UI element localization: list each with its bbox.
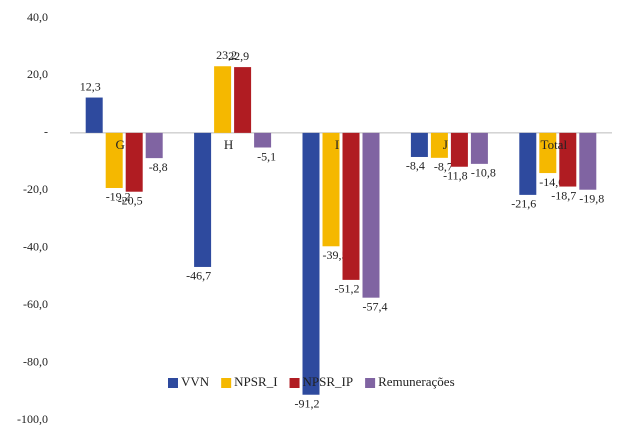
data-label: 22,9 xyxy=(228,49,249,63)
legend-swatch xyxy=(365,378,376,388)
data-label: -14,0 xyxy=(539,175,564,189)
data-label: 12,3 xyxy=(80,79,101,93)
bar xyxy=(322,132,340,247)
bar xyxy=(342,132,360,280)
data-label: -20,5 xyxy=(118,193,143,207)
data-label: -18,7 xyxy=(551,188,576,202)
bar xyxy=(85,97,103,133)
data-label: -51,2 xyxy=(335,282,360,296)
bar xyxy=(450,132,468,167)
y-tick-label: -80,0 xyxy=(23,354,48,368)
legend-label: VVN xyxy=(181,374,210,389)
data-label: -10,8 xyxy=(471,166,496,180)
bar xyxy=(362,132,380,298)
bar xyxy=(430,132,448,158)
x-tick-label: Total xyxy=(541,137,568,152)
bar xyxy=(254,132,272,148)
bar xyxy=(470,132,488,164)
data-label: -8,4 xyxy=(406,159,425,173)
y-tick-label: 20,0 xyxy=(27,67,48,81)
legend-swatch xyxy=(289,378,300,388)
legend-label: NPSR_I xyxy=(234,374,277,389)
data-label: -19,2 xyxy=(106,190,131,204)
legend-label: NPSR_IP xyxy=(303,374,354,389)
x-tick-label: H xyxy=(224,137,233,152)
y-tick-label: -40,0 xyxy=(23,239,48,253)
bar xyxy=(302,132,320,395)
data-label: 23,2 xyxy=(216,48,237,62)
y-tick-label: -20,0 xyxy=(23,182,48,196)
bar xyxy=(579,132,597,190)
data-label: -57,4 xyxy=(363,299,388,313)
bar xyxy=(125,132,143,192)
data-label: -11,8 xyxy=(443,168,468,182)
y-tick-label: -100,0 xyxy=(17,412,48,426)
legend-label: Remunerações xyxy=(378,374,455,389)
data-label: -8,7 xyxy=(434,160,453,174)
bar xyxy=(234,67,252,133)
data-label: -39,5 xyxy=(323,248,348,262)
bar xyxy=(410,132,428,157)
x-tick-label: G xyxy=(116,137,125,152)
bar xyxy=(194,132,212,267)
legend-swatch xyxy=(168,378,178,388)
data-label: -5,1 xyxy=(257,149,276,163)
bar xyxy=(145,132,163,159)
bar xyxy=(539,132,557,174)
bar xyxy=(519,132,537,195)
y-tick-label: 40,0 xyxy=(27,10,48,24)
x-tick-label: J xyxy=(443,137,448,152)
data-label: -46,7 xyxy=(186,269,211,283)
data-label: -8,8 xyxy=(149,160,168,174)
bar xyxy=(559,132,577,187)
bar xyxy=(214,66,232,133)
data-label: -21,6 xyxy=(511,197,536,211)
y-tick-label: - xyxy=(44,125,48,139)
data-label: -91,2 xyxy=(295,396,320,410)
x-tick-label: I xyxy=(335,137,339,152)
y-tick-label: -60,0 xyxy=(23,297,48,311)
legend-swatch xyxy=(221,378,232,388)
data-label: -19,8 xyxy=(579,191,604,205)
bar xyxy=(105,132,123,188)
